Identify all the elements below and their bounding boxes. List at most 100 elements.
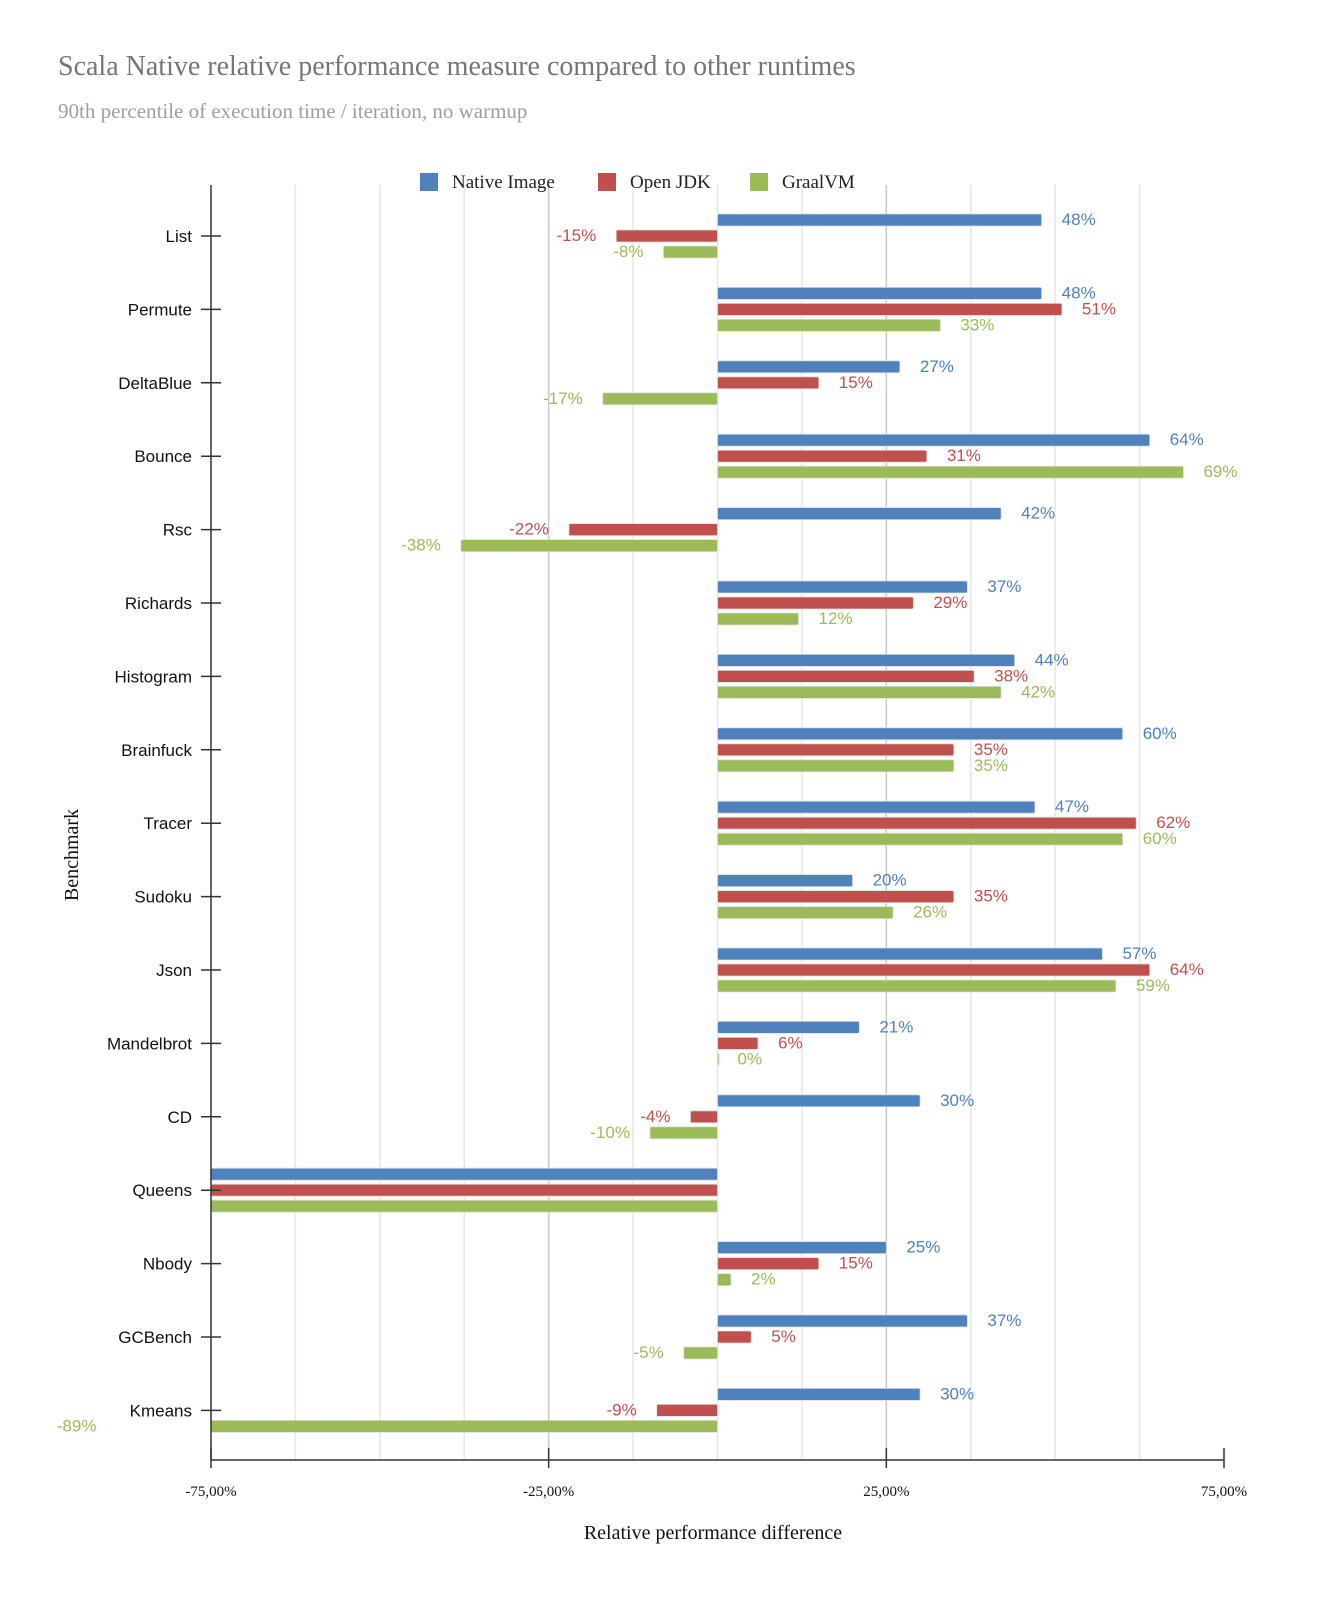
- bar-kmeans-2: [210, 1420, 718, 1433]
- bar-brainfuck-1: [717, 743, 955, 757]
- bar-cd-0: [717, 1094, 921, 1108]
- bar-brainfuck-0: [717, 727, 1124, 741]
- data-label: -89%: [57, 1416, 97, 1435]
- bar-nbody-2: [717, 1273, 732, 1286]
- data-label: 59%: [1136, 976, 1170, 995]
- bar-rsc-1: [568, 523, 718, 536]
- data-label: -4%: [640, 1107, 670, 1126]
- data-label: 51%: [1082, 299, 1116, 318]
- data-label: 12%: [819, 609, 853, 628]
- x-tick-label: -25,00%: [523, 1484, 574, 1500]
- data-label: 69%: [1203, 462, 1237, 481]
- bar-tracer-2: [717, 832, 1124, 846]
- data-label: -38%: [401, 536, 441, 555]
- data-label: 26%: [913, 903, 947, 922]
- data-label: -8%: [613, 242, 643, 261]
- bar-bounce-2: [717, 465, 1184, 479]
- data-label: -5%: [633, 1343, 663, 1362]
- data-label: 6%: [778, 1033, 803, 1052]
- data-label: 33%: [960, 315, 994, 334]
- bar-list-1: [615, 229, 718, 243]
- chart-title: Scala Native relative performance measur…: [58, 51, 856, 82]
- bar-rsc-2: [460, 539, 718, 552]
- data-label: 15%: [839, 373, 873, 392]
- data-label: -22%: [509, 520, 549, 539]
- data-label: 42%: [1021, 682, 1055, 701]
- bar-bounce-0: [717, 433, 1151, 447]
- bar-queens-1: [210, 1183, 718, 1197]
- bar-richards-2: [717, 612, 799, 626]
- y-tick-label: Histogram: [115, 667, 192, 686]
- bar-sudoku-1: [717, 890, 955, 903]
- bar-deltablue-2: [602, 392, 718, 406]
- bar-queens-2: [210, 1199, 718, 1213]
- legend-swatch: [750, 173, 768, 191]
- bar-bounce-1: [717, 449, 928, 463]
- data-label: 35%: [974, 740, 1008, 759]
- bar-deltablue-1: [717, 376, 820, 390]
- data-label: 0%: [738, 1049, 763, 1068]
- bar-mandelbrot-2: [717, 1053, 720, 1066]
- bar-json-0: [717, 947, 1103, 961]
- bar-histogram-0: [717, 654, 1016, 667]
- data-label: 25%: [906, 1238, 940, 1257]
- data-label: 37%: [987, 577, 1021, 596]
- bar-histogram-2: [717, 686, 1002, 699]
- data-label: -10%: [590, 1123, 630, 1142]
- y-tick-label: Queens: [132, 1181, 192, 1200]
- data-label: 2%: [751, 1270, 776, 1289]
- bar-mandelbrot-1: [717, 1037, 759, 1050]
- bar-json-1: [717, 963, 1151, 977]
- bar-sudoku-0: [717, 874, 853, 887]
- data-label: 60%: [1143, 724, 1177, 743]
- data-label: -17%: [543, 389, 583, 408]
- bar-permute-1: [717, 302, 1063, 316]
- legend-swatch: [598, 173, 616, 191]
- data-label: 27%: [920, 357, 954, 376]
- data-label: 30%: [940, 1091, 974, 1110]
- data-label: 37%: [987, 1311, 1021, 1330]
- data-label: 30%: [940, 1384, 974, 1403]
- y-tick-label: Rsc: [163, 521, 193, 540]
- x-tick-label: -75,00%: [185, 1484, 236, 1500]
- bar-rsc-0: [717, 507, 1002, 521]
- data-label: 42%: [1021, 504, 1055, 523]
- bar-kmeans-0: [717, 1388, 921, 1401]
- data-label: 35%: [974, 887, 1008, 906]
- data-label: 15%: [839, 1254, 873, 1273]
- legend-label: GraalVM: [782, 172, 855, 193]
- y-tick-label: Richards: [125, 594, 192, 613]
- bar-list-2: [663, 245, 718, 259]
- bar-tracer-0: [717, 800, 1036, 814]
- y-tick-label: DeltaBlue: [118, 374, 192, 393]
- data-label: 31%: [947, 446, 981, 465]
- data-label: 60%: [1143, 829, 1177, 848]
- y-tick-label: Permute: [128, 300, 192, 319]
- bar-kmeans-1: [656, 1404, 718, 1417]
- bar-gcbench-2: [683, 1346, 718, 1360]
- y-tick-label: GCBench: [118, 1328, 192, 1347]
- data-label: -9%: [606, 1400, 636, 1419]
- bar-json-2: [717, 979, 1117, 993]
- bar-nbody-0: [717, 1241, 887, 1254]
- data-label: 38%: [994, 666, 1028, 685]
- x-axis-title: Relative performance difference: [584, 1522, 842, 1544]
- y-tick-label: Tracer: [144, 814, 193, 833]
- data-label: 5%: [771, 1327, 796, 1346]
- bar-histogram-1: [717, 670, 975, 683]
- y-tick-label: List: [166, 227, 193, 246]
- chart-subtitle: 90th percentile of execution time / iter…: [58, 99, 527, 123]
- x-tick-label: 75,00%: [1201, 1484, 1247, 1500]
- data-label: 44%: [1035, 650, 1069, 669]
- bar-permute-0: [717, 286, 1043, 300]
- data-label: 47%: [1055, 797, 1089, 816]
- data-label: 35%: [974, 756, 1008, 775]
- bar-mandelbrot-0: [717, 1021, 860, 1034]
- bar-gcbench-0: [717, 1314, 968, 1328]
- data-label: 64%: [1170, 960, 1204, 979]
- bar-cd-1: [690, 1110, 718, 1124]
- y-tick-label: Sudoku: [134, 888, 192, 907]
- data-label: 48%: [1062, 283, 1096, 302]
- bar-deltablue-0: [717, 360, 901, 374]
